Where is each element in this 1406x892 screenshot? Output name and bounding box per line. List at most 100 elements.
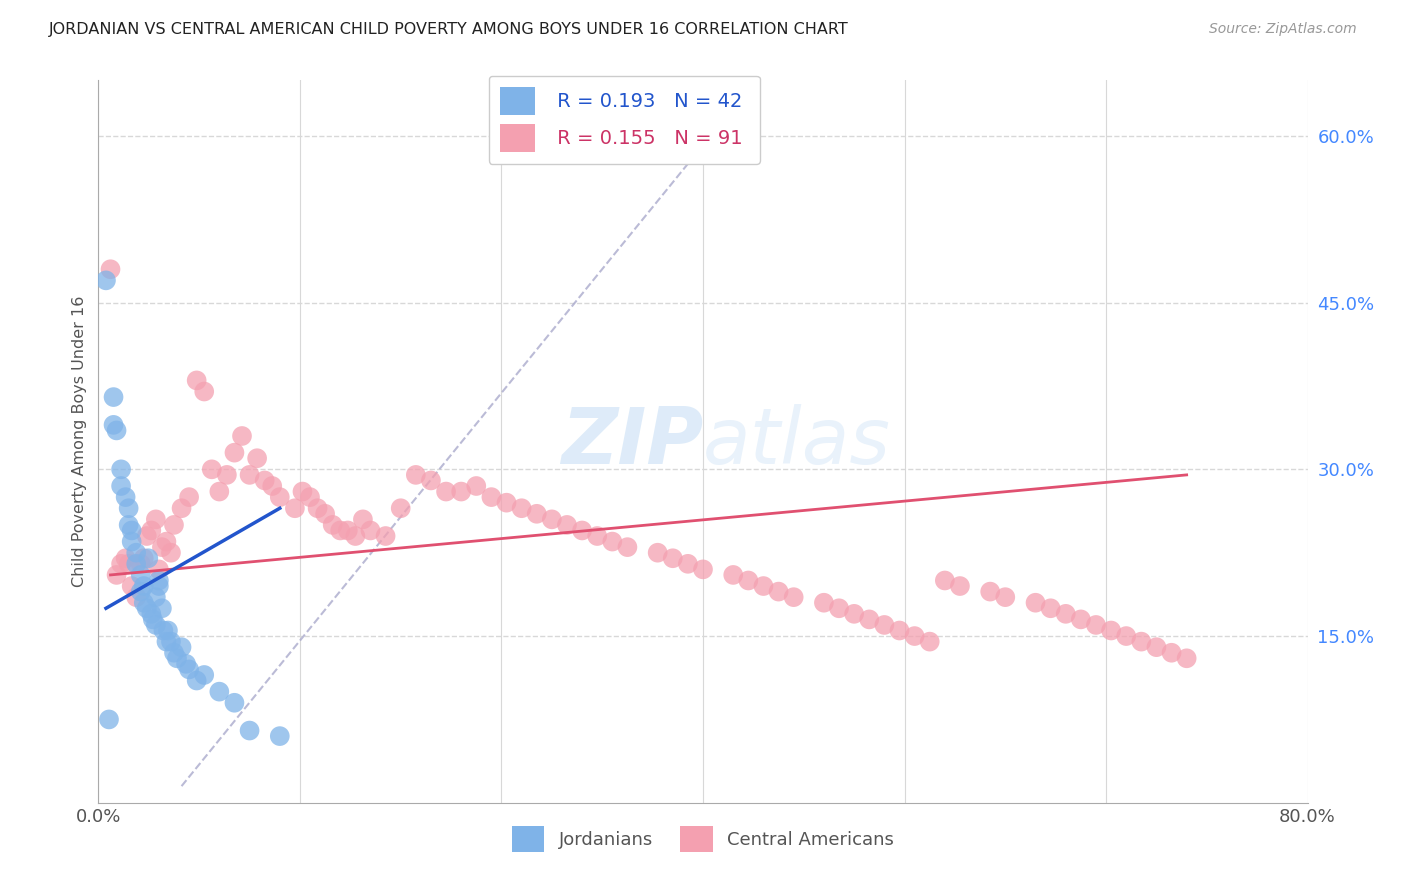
Point <box>239 467 262 482</box>
Point <box>979 584 1001 599</box>
Point <box>114 490 136 504</box>
Point <box>156 624 179 638</box>
Point <box>434 484 457 499</box>
Point <box>110 479 132 493</box>
Point <box>155 534 177 549</box>
Point <box>166 651 188 665</box>
Point <box>105 568 128 582</box>
Point <box>179 490 201 504</box>
Point <box>193 384 215 399</box>
Point <box>602 534 624 549</box>
Point <box>723 568 745 582</box>
Point <box>1085 618 1108 632</box>
Point <box>129 568 152 582</box>
Point <box>389 501 412 516</box>
Point <box>121 534 143 549</box>
Point <box>145 512 167 526</box>
Text: Source: ZipAtlas.com: Source: ZipAtlas.com <box>1209 22 1357 37</box>
Point <box>510 501 533 516</box>
Point <box>481 490 503 504</box>
Point <box>692 562 714 576</box>
Point <box>1115 629 1137 643</box>
Point <box>136 551 159 566</box>
Point <box>141 607 163 621</box>
Point <box>904 629 927 643</box>
Point <box>110 557 132 571</box>
Point <box>360 524 382 538</box>
Point <box>768 584 790 599</box>
Point <box>135 601 157 615</box>
Point <box>142 612 165 626</box>
Point <box>336 524 359 538</box>
Point <box>752 579 775 593</box>
Point <box>150 601 173 615</box>
Point <box>155 634 177 648</box>
Point <box>100 262 122 277</box>
Point <box>110 462 132 476</box>
Point <box>208 484 231 499</box>
Point <box>132 579 155 593</box>
Point <box>201 462 224 476</box>
Point <box>125 590 148 604</box>
Point <box>495 496 517 510</box>
Point <box>934 574 956 588</box>
Point <box>1175 651 1198 665</box>
Point <box>193 668 215 682</box>
Point <box>129 557 152 571</box>
Point <box>135 529 157 543</box>
Point <box>170 501 193 516</box>
Point <box>105 424 128 438</box>
Point <box>224 445 246 459</box>
Point <box>262 479 284 493</box>
Point <box>208 684 231 698</box>
Point <box>186 673 208 688</box>
Point <box>129 584 152 599</box>
Point <box>239 723 262 738</box>
Point <box>994 590 1017 604</box>
Point <box>571 524 593 538</box>
Point <box>344 529 367 543</box>
Point <box>231 429 253 443</box>
Point <box>661 551 683 566</box>
Point <box>1054 607 1077 621</box>
Point <box>314 507 336 521</box>
Point <box>284 501 307 516</box>
Point <box>148 579 170 593</box>
Point <box>186 373 208 387</box>
Point <box>889 624 911 638</box>
Point <box>132 596 155 610</box>
Point <box>737 574 759 588</box>
Point <box>526 507 548 521</box>
Text: JORDANIAN VS CENTRAL AMERICAN CHILD POVERTY AMONG BOYS UNDER 16 CORRELATION CHAR: JORDANIAN VS CENTRAL AMERICAN CHILD POVE… <box>49 22 849 37</box>
Point <box>1144 640 1167 655</box>
Point <box>224 696 246 710</box>
Point <box>148 562 170 576</box>
Point <box>555 517 578 532</box>
Point <box>647 546 669 560</box>
Point <box>253 474 276 488</box>
Point <box>374 529 396 543</box>
Point <box>246 451 269 466</box>
Point <box>174 657 197 671</box>
Point <box>125 546 148 560</box>
Point <box>322 517 344 532</box>
Point <box>121 579 143 593</box>
Point <box>783 590 806 604</box>
Point <box>586 529 609 543</box>
Point <box>269 490 291 504</box>
Point <box>540 512 562 526</box>
Point <box>132 551 155 566</box>
Point <box>1099 624 1122 638</box>
Text: atlas: atlas <box>703 403 891 480</box>
Point <box>215 467 238 482</box>
Point <box>163 646 186 660</box>
Point <box>163 517 186 532</box>
Point <box>141 524 163 538</box>
Point <box>145 590 167 604</box>
Point <box>1160 646 1182 660</box>
Point <box>858 612 880 626</box>
Point <box>1130 634 1153 648</box>
Point <box>152 624 174 638</box>
Point <box>148 574 170 588</box>
Point <box>179 662 201 676</box>
